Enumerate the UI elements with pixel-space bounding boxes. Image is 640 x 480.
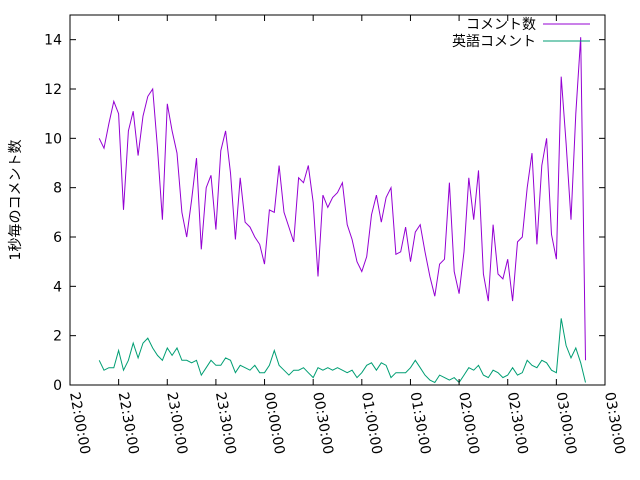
series-line-2 [98,318,586,384]
y-tick-label: 6 [53,230,62,246]
legend-label: コメント数 [466,17,536,33]
y-tick-label: 8 [53,181,62,197]
y-tick-label: 14 [44,33,62,49]
y-tick-label: 2 [53,329,62,345]
y-tick-label: 4 [53,279,62,295]
y-axis-label: 1秒毎のコメント数 [8,140,24,261]
plot-frame [69,14,606,386]
y-tick-label: 12 [44,82,62,98]
y-tick-label: 10 [44,131,62,147]
legend-label: 英語コメント [452,33,536,50]
series-layer [98,37,586,384]
y-tick-label: 0 [53,378,62,394]
series-line-1 [98,37,586,361]
